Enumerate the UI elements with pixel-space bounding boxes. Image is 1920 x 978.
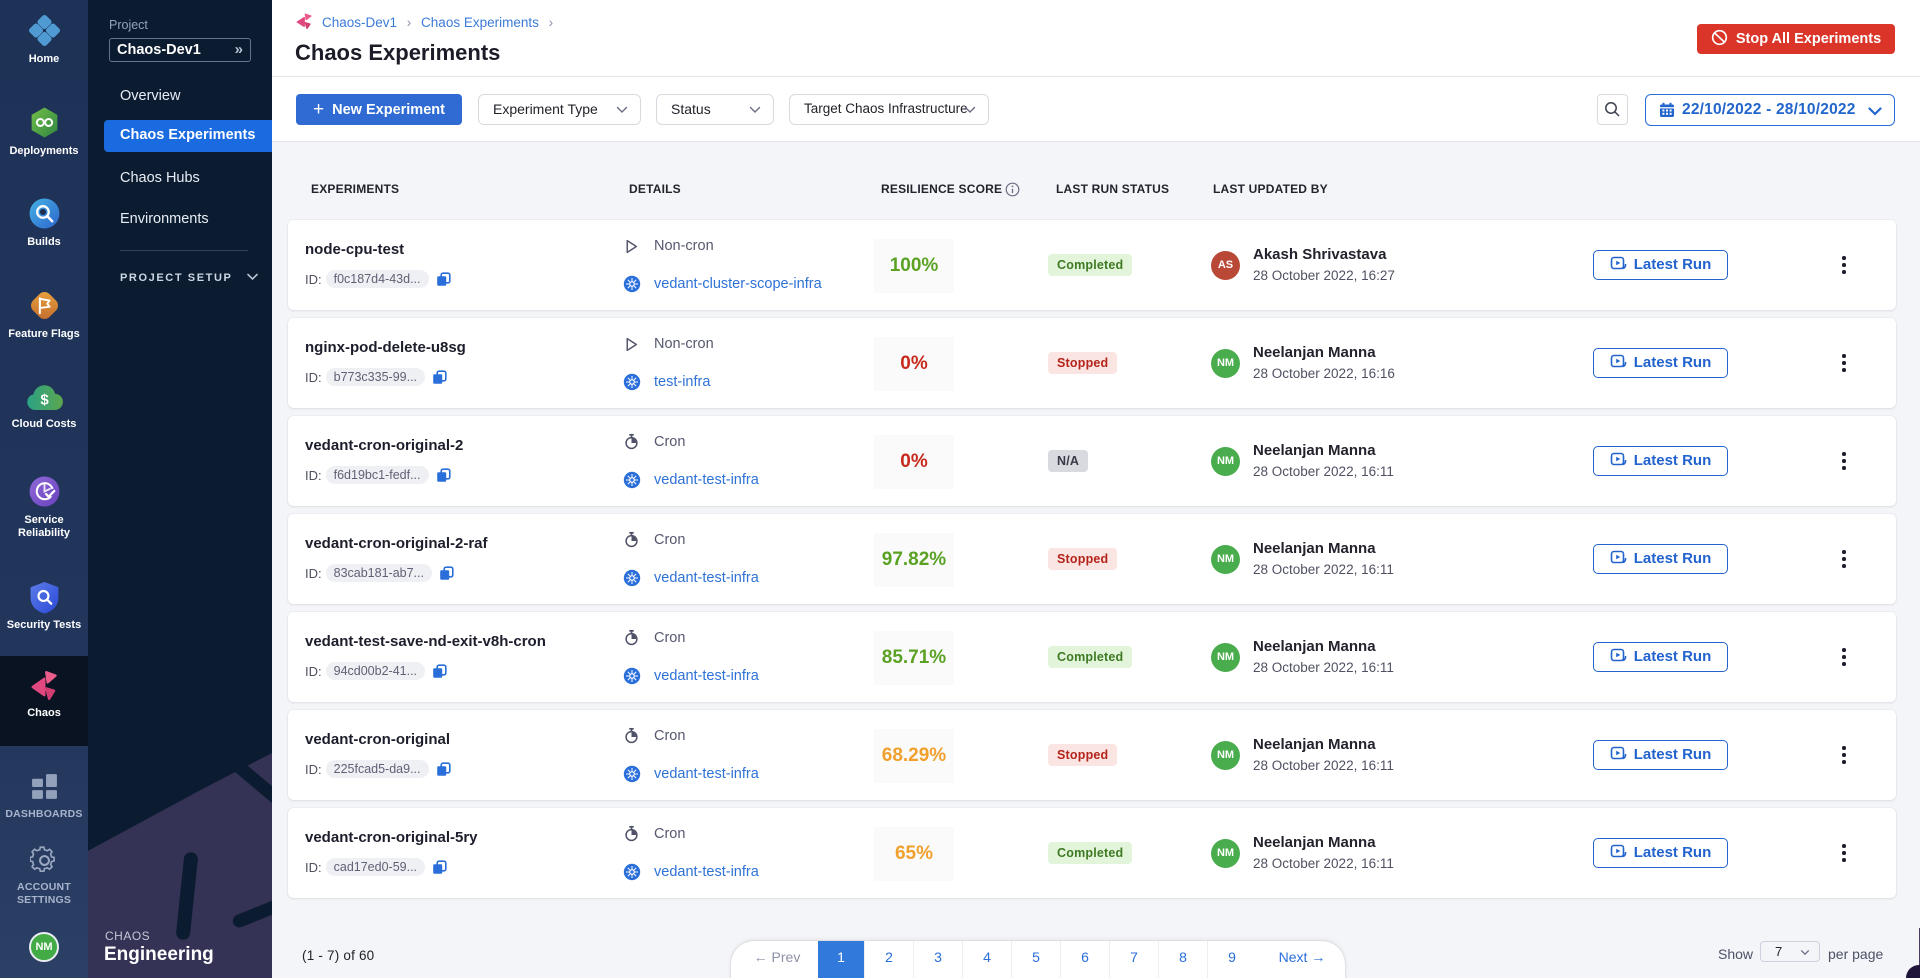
svg-text:$: $ [40,392,49,409]
